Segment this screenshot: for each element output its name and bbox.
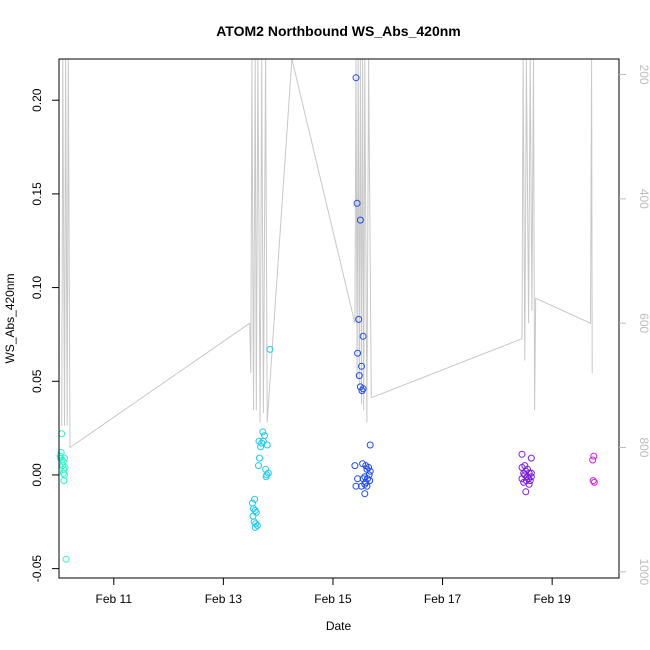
- y-tick-label: 0.20: [30, 88, 44, 112]
- y2-tick-label: 200: [637, 65, 650, 85]
- y-tick-label: 0.00: [30, 463, 44, 487]
- plot-frame: [58, 58, 620, 579]
- data-point-series-1: [61, 471, 68, 479]
- data-point-series-2: [249, 512, 257, 520]
- data-point-series-3: [365, 464, 373, 471]
- data-point-series-2: [255, 462, 262, 470]
- data-point-series-4: [527, 454, 535, 462]
- y-axis-label: WS_Abs_420nm: [3, 273, 17, 363]
- data-point-series-5: [589, 477, 597, 485]
- data-point-series-3: [352, 482, 360, 490]
- data-point-series-1: [60, 477, 68, 485]
- data-point-series-4: [527, 469, 535, 477]
- data-point-series-4: [518, 450, 526, 458]
- data-point-series-2: [258, 439, 266, 447]
- chart-title: ATOM2 Northbound WS_Abs_420nm: [216, 23, 461, 39]
- data-point-series-4: [527, 473, 535, 481]
- x-tick-label: Feb 13: [205, 592, 243, 606]
- data-point-series-3: [366, 441, 374, 449]
- data-point-series-4: [518, 475, 526, 483]
- data-point-series-1: [59, 469, 67, 477]
- data-point-series-2: [251, 523, 259, 531]
- data-point-series-1: [57, 454, 65, 462]
- data-point-series-2: [259, 428, 267, 436]
- secondary-line-layer: [61, 58, 593, 449]
- data-point-series-3: [354, 349, 362, 357]
- y-tick-label: -0.05: [30, 555, 44, 583]
- data-point-series-3: [356, 216, 364, 224]
- data-point-series-3: [363, 482, 371, 490]
- x-tick-label: Feb 17: [424, 592, 462, 606]
- x-axis-label: Date: [326, 619, 352, 633]
- data-point-series-3: [366, 477, 374, 485]
- x-tick-label: Feb 19: [533, 592, 571, 606]
- data-point-series-2: [262, 473, 270, 481]
- data-point-series-3: [361, 490, 369, 498]
- data-point-series-2: [253, 522, 261, 529]
- data-point-series-3: [353, 199, 361, 207]
- data-point-series-4: [522, 488, 530, 496]
- y-tick-label: 0.05: [30, 369, 44, 393]
- data-point-series-3: [359, 385, 367, 393]
- data-point-series-2: [261, 432, 268, 440]
- x-axis: Feb 11 Feb 13 Feb 15 Feb 17 Feb 19: [96, 578, 571, 606]
- y2-tick-label: 600: [637, 313, 650, 333]
- data-point-series-2: [259, 437, 267, 445]
- y-axis-secondary: 200 400 600 800 1000: [619, 65, 650, 585]
- secondary-series-line: [61, 58, 593, 449]
- data-point-series-2: [252, 520, 260, 528]
- data-point-series-3: [358, 362, 365, 370]
- y-tick-label: 0.10: [30, 276, 44, 300]
- x-tick-label: Feb 15: [314, 592, 352, 606]
- y2-tick-label: 400: [637, 189, 650, 209]
- data-point-series-2: [251, 495, 259, 503]
- data-point-series-1: [59, 462, 67, 470]
- data-point-series-2: [257, 443, 265, 451]
- x-tick-label: Feb 11: [96, 592, 133, 606]
- data-point-series-3: [359, 332, 367, 340]
- data-point-series-3: [355, 372, 363, 380]
- data-point-series-1: [61, 454, 68, 462]
- data-point-series-3: [352, 74, 360, 82]
- data-point-series-3: [351, 462, 359, 470]
- data-point-series-5: [590, 478, 598, 486]
- data-point-series-1: [58, 430, 66, 438]
- data-point-series-4: [526, 477, 534, 485]
- data-point-series-3: [355, 315, 363, 323]
- data-point-series-2: [264, 469, 272, 477]
- data-point-series-4: [525, 480, 533, 488]
- data-point-series-2: [250, 518, 258, 526]
- data-point-series-2: [266, 345, 274, 353]
- data-point-series-2: [256, 454, 263, 462]
- y2-tick-label: 1000: [637, 558, 650, 585]
- y-axis: -0.05 0.00 0.05 0.10 0.15 0.20: [30, 88, 59, 582]
- data-point-series-5: [589, 456, 597, 464]
- data-points: [56, 74, 598, 563]
- y-tick-label: 0.15: [30, 182, 44, 206]
- data-point-series-5: [590, 452, 598, 460]
- data-point-series-3: [358, 387, 366, 395]
- data-point-series-3: [364, 475, 371, 483]
- y2-tick-label: 800: [637, 437, 650, 457]
- data-point-series-1: [62, 555, 70, 563]
